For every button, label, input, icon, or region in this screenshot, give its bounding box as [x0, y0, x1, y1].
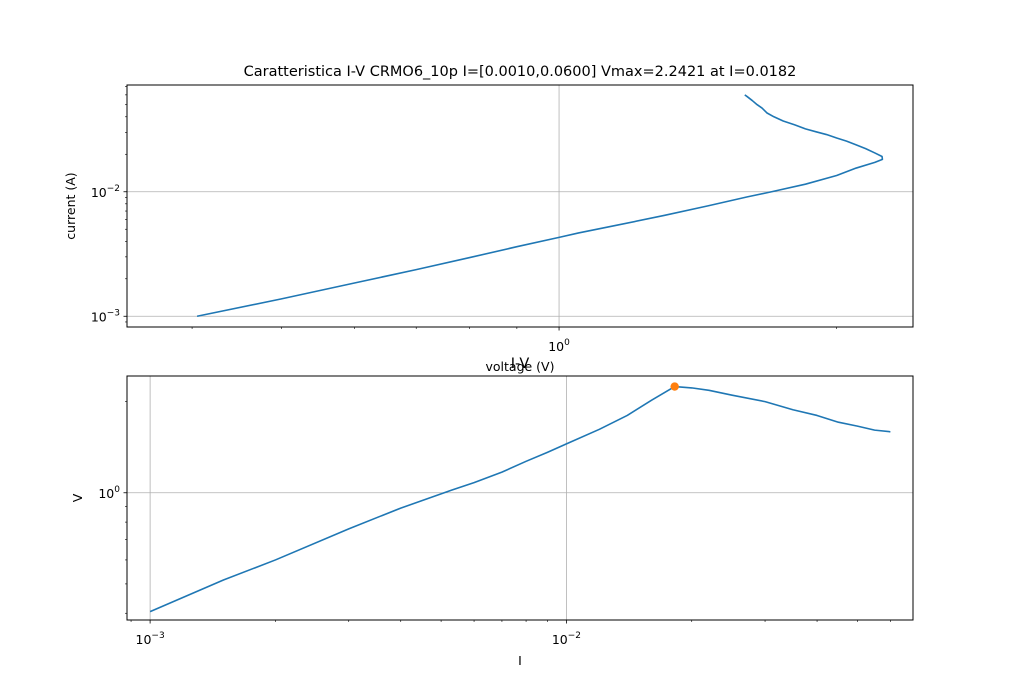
y-tick-label: 10−3 [91, 308, 120, 324]
top-plot: Caratteristica I-V CRMO6_10p I=[0.0010,0… [63, 64, 914, 374]
top-plot-title: Caratteristica I-V CRMO6_10p I=[0.0010,0… [244, 64, 797, 80]
bottom-plot-ylabel: V [70, 493, 85, 502]
bottom-plot-xlabel: I [518, 653, 522, 668]
top-plot-xlabel: voltage (V) [486, 359, 555, 374]
y-tick-label: 10−2 [91, 184, 120, 200]
x-tick-label: 100 [548, 338, 570, 354]
series-line [196, 94, 884, 318]
bottom-plot-frame [126, 375, 914, 621]
top-plot-grid [127, 85, 913, 327]
top-plot-ylabel: current (A) [63, 172, 78, 239]
bottom-plot: I-V 10−3 10−2 100 I V [70, 356, 914, 668]
bottom-plot-series [149, 382, 891, 613]
series-line [149, 385, 891, 613]
x-tick-label: 10−2 [552, 631, 581, 647]
bottom-plot-ticks: 10−3 10−2 100 [98, 401, 891, 647]
y-tick-label: 100 [98, 485, 120, 501]
bottom-plot-title: I-V [511, 356, 530, 372]
bottom-plot-grid [127, 376, 913, 620]
x-tick-label: 10−3 [136, 631, 165, 647]
top-plot-frame [126, 84, 914, 328]
top-plot-ticks: 100 10−3 10−2 [91, 86, 837, 354]
top-plot-series [196, 94, 884, 318]
vmax-marker [670, 382, 679, 391]
